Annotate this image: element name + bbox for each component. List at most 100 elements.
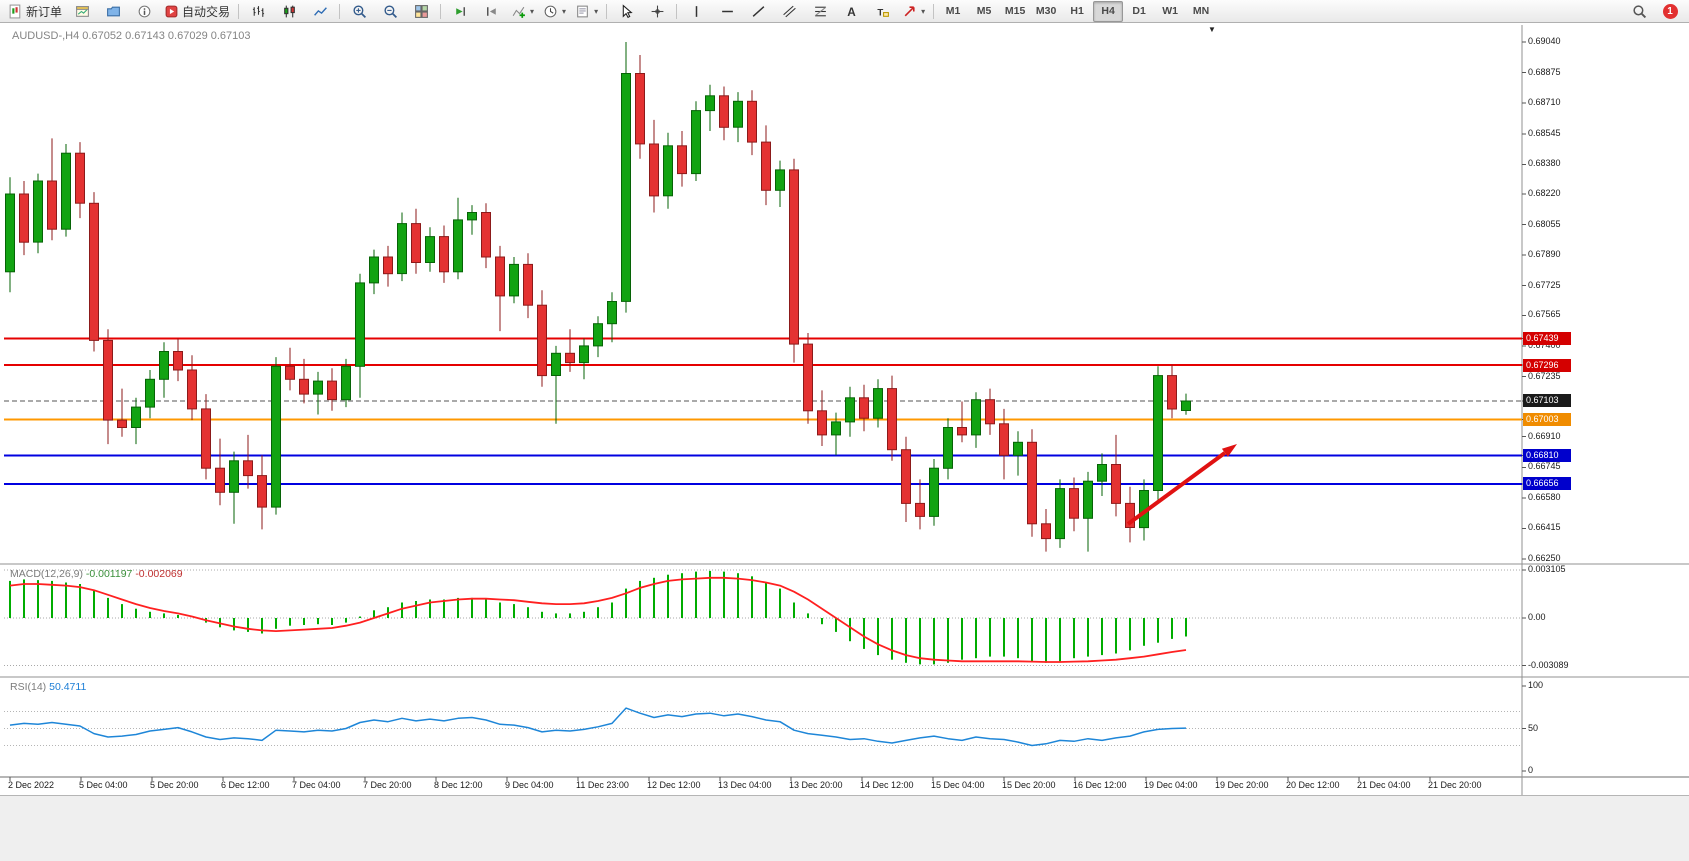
toolbar-separator bbox=[339, 3, 341, 19]
auto-trading-button[interactable]: 自动交易 bbox=[160, 1, 234, 22]
fibonacci-button[interactable] bbox=[805, 1, 835, 22]
time-axis-label: 13 Dec 20:00 bbox=[789, 780, 843, 790]
timeframe-m5-button[interactable]: M5 bbox=[969, 1, 999, 22]
zoom-in-icon bbox=[352, 4, 366, 18]
tile-windows-button[interactable] bbox=[406, 1, 436, 22]
notifications-badge[interactable]: 1 bbox=[1655, 1, 1685, 22]
time-axis-label: 21 Dec 04:00 bbox=[1357, 780, 1411, 790]
templates-button[interactable]: ▾ bbox=[571, 1, 602, 22]
autotrading-icon bbox=[165, 5, 178, 17]
timeframe-d1-button[interactable]: D1 bbox=[1124, 1, 1154, 22]
dropdown-caret-icon: ▾ bbox=[921, 6, 926, 16]
toolbar-separator bbox=[606, 3, 608, 19]
trend-arrow[interactable] bbox=[1126, 444, 1237, 526]
equidistant-channel-button[interactable] bbox=[774, 1, 804, 22]
timeframe-mn-button[interactable]: MN bbox=[1186, 1, 1216, 22]
time-axis-label: 19 Dec 04:00 bbox=[1144, 780, 1198, 790]
price-tag-0.66810[interactable]: 0.66810 bbox=[1523, 448, 1571, 462]
price-tag-0.66656[interactable]: 0.66656 bbox=[1523, 477, 1571, 491]
candlestick-series bbox=[5, 42, 1191, 552]
price-scale-label: 0.66745 bbox=[1528, 461, 1561, 472]
text-icon: A bbox=[847, 5, 856, 18]
timeframe-d1-button-label: D1 bbox=[1132, 5, 1146, 17]
arrows-icon bbox=[904, 5, 915, 16]
periods-button[interactable]: ▾ bbox=[539, 1, 570, 22]
candle-chart-button[interactable] bbox=[274, 1, 304, 22]
timeframe-h4-button[interactable]: H4 bbox=[1093, 0, 1124, 22]
svg-text:A: A bbox=[847, 5, 856, 18]
rsi-scale-label: 0 bbox=[1528, 765, 1534, 775]
bar-chart-button[interactable] bbox=[243, 1, 273, 22]
price-tag-0.67003[interactable]: 0.67003 bbox=[1523, 413, 1571, 426]
trendline-button[interactable] bbox=[743, 1, 773, 22]
vertical-line-button[interactable] bbox=[681, 1, 711, 22]
search-icon bbox=[1632, 4, 1646, 18]
charts-window-button[interactable] bbox=[67, 1, 97, 22]
indicators-button[interactable]: ▾ bbox=[507, 1, 538, 22]
zoom-out-button[interactable] bbox=[375, 1, 405, 22]
price-tag-0.67296[interactable]: 0.67296 bbox=[1523, 358, 1571, 372]
text-button[interactable]: A bbox=[836, 1, 866, 22]
new-order-button[interactable]: 新订单 bbox=[4, 1, 66, 22]
crosshair-button[interactable] bbox=[642, 1, 672, 22]
toolbar-separator bbox=[933, 3, 935, 19]
time-axis-label: 15 Dec 04:00 bbox=[931, 780, 985, 790]
timeframe-m30-button[interactable]: M30 bbox=[1031, 1, 1061, 22]
profiles-button[interactable] bbox=[98, 1, 128, 22]
text-label-icon: T bbox=[877, 7, 889, 18]
price-scale-label: 0.68545 bbox=[1528, 127, 1561, 138]
auto-scroll-icon bbox=[455, 6, 465, 16]
line-chart-button[interactable] bbox=[305, 1, 335, 22]
price-scale-label: 0.69040 bbox=[1528, 36, 1561, 47]
vline-icon bbox=[695, 5, 697, 17]
price-scale-label: 0.68055 bbox=[1528, 218, 1561, 229]
periods-icon bbox=[544, 5, 557, 17]
arrows-button[interactable]: ▾ bbox=[898, 1, 929, 22]
chart-window: AUDUSD-,H4 0.67052 0.67143 0.67029 0.671… bbox=[0, 23, 1689, 795]
time-axis-label: 20 Dec 12:00 bbox=[1286, 780, 1340, 790]
data-window-button[interactable] bbox=[129, 1, 159, 22]
new-order-icon bbox=[9, 4, 21, 18]
price-scale-label: 0.68875 bbox=[1528, 66, 1561, 77]
macd-signal-value: -0.002069 bbox=[135, 568, 183, 580]
timeframe-h1-button[interactable]: H1 bbox=[1062, 1, 1092, 22]
candle-chart-icon bbox=[283, 5, 295, 17]
templates-icon bbox=[577, 5, 588, 17]
time-axis-label: 14 Dec 12:00 bbox=[860, 780, 914, 790]
price-tag-0.67103[interactable]: 0.67103 bbox=[1523, 394, 1571, 408]
price-tag-0.67439[interactable]: 0.67439 bbox=[1523, 332, 1571, 346]
timeframe-h4-button-label: H4 bbox=[1101, 5, 1115, 17]
timeframe-mn-button-label: MN bbox=[1192, 5, 1210, 17]
chart-marker-icon: ▼ bbox=[1208, 25, 1216, 34]
chart-shift-button[interactable] bbox=[476, 1, 506, 22]
macd-histogram bbox=[9, 570, 1187, 665]
macd-scale-label: -0.003089 bbox=[1528, 659, 1569, 670]
time-axis-label: 7 Dec 20:00 bbox=[363, 780, 412, 790]
timeframe-m15-button[interactable]: M15 bbox=[1000, 1, 1030, 22]
time-axis-label: 7 Dec 04:00 bbox=[292, 780, 341, 790]
macd-name: MACD(12,26,9) bbox=[10, 568, 83, 580]
channel-icon bbox=[782, 5, 796, 17]
macd-label: MACD(12,26,9) -0.001197 -0.002069 bbox=[10, 568, 183, 580]
trendline-icon bbox=[752, 5, 764, 17]
timeframe-m15-button-label: M15 bbox=[1004, 5, 1026, 17]
timeframe-m1-button[interactable]: M1 bbox=[938, 1, 968, 22]
timeframe-m1-button-label: M1 bbox=[945, 5, 961, 17]
search-button[interactable] bbox=[1624, 1, 1654, 22]
cursor-button[interactable] bbox=[611, 1, 641, 22]
dropdown-caret-icon: ▾ bbox=[530, 6, 535, 16]
chart-title: AUDUSD-,H4 0.67052 0.67143 0.67029 0.671… bbox=[12, 30, 251, 42]
time-axis-label: 2 Dec 2022 bbox=[8, 780, 55, 790]
timeframe-h1-button-label: H1 bbox=[1070, 5, 1084, 17]
price-scale-label: 0.66250 bbox=[1528, 553, 1561, 564]
auto-scroll-button[interactable] bbox=[445, 1, 475, 22]
toolbar-separator bbox=[440, 3, 442, 19]
horizontal-line-button[interactable] bbox=[712, 1, 742, 22]
text-label-button[interactable]: T bbox=[867, 1, 897, 22]
price-scale-label: 0.67725 bbox=[1528, 279, 1561, 290]
chart-canvas[interactable] bbox=[0, 23, 1689, 795]
chart-title-text: AUDUSD-,H4 0.67052 0.67143 0.67029 0.671… bbox=[12, 30, 251, 42]
timeframe-w1-button[interactable]: W1 bbox=[1155, 1, 1185, 22]
zoom-in-button[interactable] bbox=[344, 1, 374, 22]
